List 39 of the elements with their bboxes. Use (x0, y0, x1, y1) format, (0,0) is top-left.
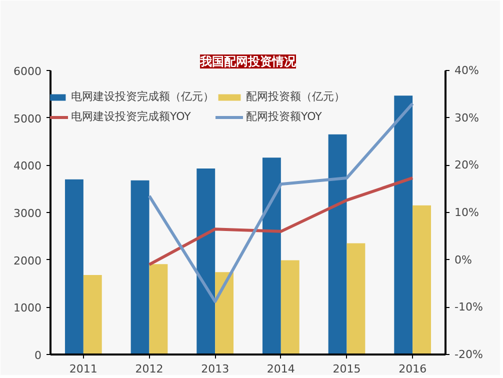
x-tick-label: 2012 (135, 362, 164, 376)
x-tick-label: 2011 (69, 362, 98, 376)
y2-tick-label: -10% (454, 300, 483, 314)
legend-label: 电网建设投资完成额YOY (71, 109, 191, 124)
y-tick-label: 5000 (14, 112, 42, 126)
x-tick-label: 2015 (332, 362, 361, 376)
bar (215, 272, 234, 354)
bar (196, 168, 216, 354)
y2-tick-label: 20% (454, 158, 479, 172)
y2-tick-label: 10% (454, 206, 479, 219)
y2-tick-label: -20% (454, 348, 483, 361)
bar (346, 243, 366, 354)
x-tick-label: 2013 (201, 362, 230, 376)
bar (412, 205, 432, 354)
y-tick-label: 0 (34, 349, 42, 362)
bar (83, 274, 102, 354)
legend-label: 配网投资额YOY (246, 109, 322, 124)
y2-tick-label: 0% (454, 253, 472, 266)
y-tick-label: 2000 (14, 254, 42, 268)
y-tick-label: 3000 (14, 207, 42, 220)
x-tick-label: 2016 (398, 362, 427, 376)
y-tick-label: 4000 (14, 160, 42, 173)
y2-tick-label: 30% (454, 111, 479, 124)
bar (328, 134, 347, 354)
bar (262, 158, 281, 354)
y-tick-label: 6000 (14, 65, 42, 78)
line-series (148, 176, 414, 266)
legend-label: 电网建设投资完成额（亿元） (71, 89, 214, 104)
legend-label: 配网投资额（亿元） (246, 89, 345, 104)
bar (130, 180, 150, 354)
bar (149, 264, 168, 354)
y-tick-label: 1000 (14, 302, 42, 315)
x-tick-label: 2014 (266, 362, 295, 376)
bar (280, 260, 300, 354)
line-series (148, 102, 414, 303)
y2-tick-label: 40% (454, 64, 479, 77)
bar (64, 179, 84, 354)
bar (394, 96, 413, 354)
chart-title: 我国配网投资情况 (199, 54, 297, 68)
